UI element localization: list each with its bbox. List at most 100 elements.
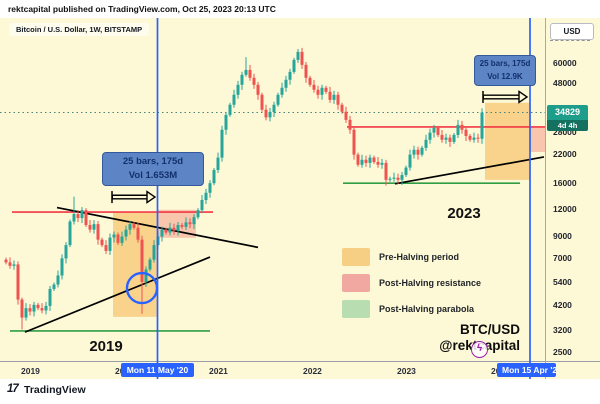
candle-body	[288, 71, 292, 80]
candle-body	[84, 210, 88, 226]
candle-body	[212, 169, 216, 184]
candle-body	[476, 137, 480, 139]
candle-body	[440, 134, 444, 140]
price-tick-60000: 60000	[553, 58, 577, 68]
measure-tooltip-prehalving-2020: 25 bars, 175d Vol 1.653M	[102, 152, 204, 186]
candle-body	[380, 162, 384, 165]
candle-body	[396, 177, 400, 180]
candle-body	[100, 239, 104, 246]
currency-button[interactable]: USD	[550, 23, 594, 40]
candle-body	[292, 59, 296, 72]
measure-arrow-head	[146, 190, 157, 204]
candle-body	[196, 210, 200, 218]
candle-body	[452, 134, 456, 142]
candle-body	[372, 157, 376, 162]
price-tick-9000: 9000	[553, 230, 572, 241]
candle-body	[400, 175, 404, 180]
candle-body	[352, 129, 356, 155]
candle-body	[188, 222, 192, 225]
symbol-title[interactable]: Bitcoin / U.S. Dollar, 1W, BITSTAMP	[9, 23, 150, 36]
candle-body	[80, 210, 84, 219]
price-tick-4200: 4200	[553, 299, 572, 310]
candle-body	[40, 308, 44, 311]
candle-body	[124, 229, 128, 237]
candle-body	[220, 129, 224, 158]
candle-body	[16, 264, 20, 300]
halving-box	[530, 126, 545, 152]
price-axis[interactable]: USD 34829 4d 4h 60000 48000 28000 22000 1600…	[545, 18, 600, 379]
candle-body	[308, 77, 312, 85]
candle-body	[28, 308, 32, 312]
ascending-support-2023[interactable]	[394, 156, 545, 185]
candle-body	[408, 154, 412, 168]
candle-body	[200, 200, 204, 211]
candle-body	[12, 264, 16, 266]
measure-volume-text: Vol 12.9K	[487, 71, 523, 81]
watermark-symbol: BTC/USD	[460, 322, 520, 337]
bar-countdown: 4d 4h	[547, 120, 588, 131]
candle-body	[44, 305, 48, 311]
candle-body	[204, 192, 208, 201]
halving-legend: Pre-Halving period Post-Halving resistan…	[342, 248, 481, 326]
candle-body	[52, 284, 56, 289]
price-tick-3200: 3200	[553, 324, 572, 335]
legend-label: Pre-Halving period	[379, 252, 460, 262]
candle-body	[328, 91, 332, 100]
candle-body	[304, 64, 308, 78]
candle-body	[444, 137, 448, 140]
measure-arrow-head	[518, 90, 529, 104]
measure-bars-text: 25 bars, 175d	[122, 156, 184, 167]
tradingview-footer: 17 TradingView	[0, 379, 600, 404]
candle-body	[36, 304, 40, 309]
candle-body	[376, 161, 380, 165]
candle-body	[464, 129, 468, 136]
candle-body	[312, 84, 316, 90]
measure-tooltip-prehalving-2024: 25 bars, 175d Vol 12.9K	[474, 55, 536, 86]
tradingview-logo-icon[interactable]: 17	[7, 383, 19, 395]
candle-body	[8, 262, 12, 266]
candle-body	[300, 51, 304, 65]
candle-body	[424, 139, 428, 148]
candle-body	[32, 304, 36, 312]
publication-text: rektcapital published on TradingView.com…	[8, 4, 276, 14]
candle-body	[324, 87, 328, 92]
candle-body	[176, 225, 180, 231]
candle-body	[132, 224, 136, 228]
ascending-support-2019[interactable]	[24, 256, 211, 333]
candle-body	[56, 275, 60, 285]
last-price-value: 34829	[547, 105, 588, 120]
tradingview-brand[interactable]: TradingView	[24, 384, 86, 396]
candle-body	[192, 217, 196, 225]
candle-body	[148, 259, 152, 270]
candle-body	[388, 178, 392, 180]
candle-body	[180, 225, 184, 227]
candle-body	[384, 162, 388, 180]
candle-body	[448, 137, 452, 142]
candle-body	[472, 137, 476, 140]
candle-body	[468, 135, 472, 140]
candle-body	[228, 104, 232, 115]
candle-body	[172, 227, 176, 231]
halving-box	[485, 102, 530, 180]
candle-body	[252, 77, 256, 85]
candle-body	[20, 299, 24, 318]
price-tick-16000: 16000	[553, 178, 577, 189]
candle-body	[480, 112, 484, 139]
candle-body	[412, 149, 416, 155]
candle-body	[48, 288, 52, 306]
candle-body	[428, 132, 432, 140]
candle-body	[272, 104, 276, 113]
candle-body	[348, 119, 352, 130]
candlestick-plot[interactable]	[0, 18, 545, 379]
candle-body	[60, 258, 64, 276]
candle-body	[296, 51, 300, 60]
axis-dashes	[550, 40, 590, 41]
highlight-circle[interactable]	[125, 271, 159, 305]
legend-label: Post-Halving parabola	[379, 304, 475, 314]
prehalving-swatch	[342, 248, 370, 266]
candle-body	[160, 229, 164, 237]
posthalving-parabola-swatch	[342, 300, 370, 318]
candle-body	[268, 112, 272, 118]
price-tick-28000: 28000	[553, 127, 577, 138]
candle-body	[24, 308, 28, 318]
